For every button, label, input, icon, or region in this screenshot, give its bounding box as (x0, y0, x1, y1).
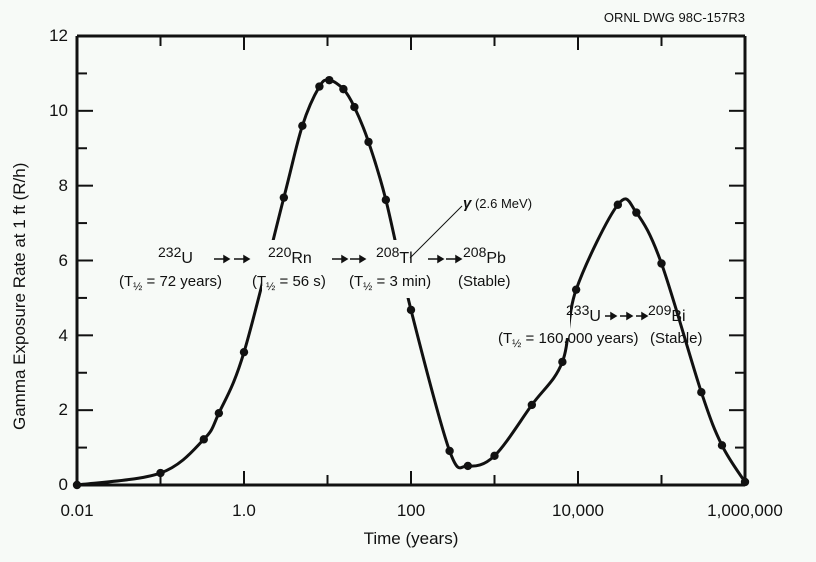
ytick-10: 10 (49, 101, 68, 120)
data-point (740, 477, 750, 487)
data-point (315, 82, 324, 91)
data-point (657, 259, 666, 268)
data-point (214, 408, 224, 418)
ytick-4: 4 (58, 326, 68, 345)
data-point (279, 193, 289, 202)
ytick-2: 2 (58, 400, 68, 419)
nuclide-tl208: 208Tl (376, 244, 413, 267)
data-point (697, 388, 706, 397)
halflife-rn220: (T½ = 56 s) (252, 273, 326, 293)
ytick-8: 8 (58, 176, 68, 195)
data-point (298, 121, 307, 130)
halflife-tl208: (T½ = 3 min) (349, 273, 432, 293)
nuclide-bi209: 209Bi (648, 302, 686, 325)
gamma-energy-label: γ (2.6 MeV) (463, 195, 533, 212)
data-point (350, 102, 359, 112)
data-point (199, 435, 208, 444)
decay-arrows (214, 254, 649, 321)
xtick-1000000: 1,000,000 (707, 501, 783, 520)
nuclide-u232: 232U (158, 244, 193, 267)
data-point (156, 468, 165, 478)
nuclide-pb208: 208Pb (463, 244, 506, 267)
data-point (558, 357, 567, 367)
data-point (339, 84, 348, 94)
halflife-u232: (T½ = 72 years) (119, 273, 222, 293)
nuclide-rn220: 220Rn (268, 244, 312, 267)
data-point (239, 347, 249, 357)
xtick-0.01: 0.01 (60, 501, 94, 520)
drawing-id: ORNL DWG 98C-157R3 (603, 10, 745, 25)
nuclide-u233: 233U (566, 302, 601, 325)
ytick-6: 6 (58, 251, 68, 270)
gamma-leader-line (409, 205, 463, 259)
stable-pb208: (Stable) (458, 273, 511, 290)
data-point (632, 208, 641, 217)
x-axis-label: Time (years) (363, 529, 459, 548)
data-point (490, 451, 499, 461)
data-markers (72, 75, 750, 490)
data-point (445, 446, 454, 456)
data-point (613, 200, 623, 209)
data-point (364, 137, 373, 147)
data-point (463, 461, 473, 471)
ytick-0: 0 (58, 475, 68, 494)
xtick-10000: 10,000 (552, 501, 604, 520)
halflife-u233: (T½ = 160,000 years) (498, 330, 639, 350)
ytick-12: 12 (49, 26, 68, 45)
data-point (72, 480, 82, 490)
data-point (571, 285, 581, 294)
y-axis-label: Gamma Exposure Rate at 1 ft (R/h) (10, 162, 29, 430)
data-point (381, 195, 391, 205)
xtick-1.0: 1.0 (232, 501, 256, 520)
data-point (717, 441, 727, 450)
data-point (325, 75, 334, 85)
data-point (406, 305, 416, 315)
xtick-100: 100 (396, 501, 426, 520)
stable-bi209: (Stable) (650, 330, 703, 347)
data-point (527, 400, 537, 410)
